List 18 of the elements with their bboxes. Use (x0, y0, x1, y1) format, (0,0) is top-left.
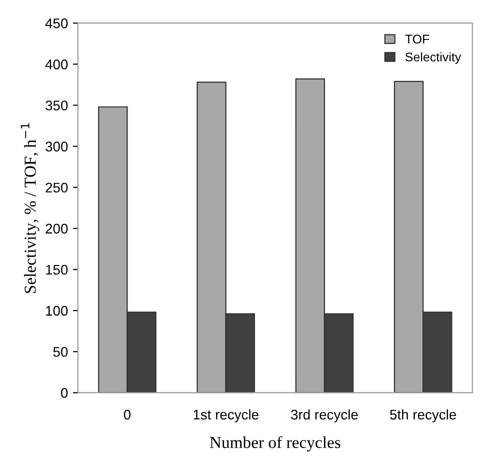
x-tick-label: 1st recycle (194, 409, 258, 422)
y-tick-label: 100 (46, 306, 68, 316)
y-tick-label: 450 (45, 18, 68, 28)
y-tick-label: 200 (46, 224, 68, 234)
x-tick-label: 5th recycle (390, 409, 456, 422)
y-tick-label: 50 (53, 346, 68, 357)
x-tick-label: 3rd recycle (291, 409, 358, 422)
legend-label: TOF (405, 34, 430, 44)
y-tick-label: 0 (61, 388, 68, 398)
y-tick-label: 350 (46, 100, 68, 110)
y-axis-title: Selectivity, % / TOF, h$^{−1}$ (20, 123, 40, 294)
y-tick-label: 400 (45, 60, 68, 70)
y-tick-label: 300 (46, 142, 68, 152)
x-axis-title: Number of recycles (210, 436, 340, 452)
y-tick-label: 250 (46, 182, 68, 193)
legend-label: Selectivity (405, 52, 462, 64)
x-tick-label: 0 (124, 410, 131, 420)
y-tick-label: 150 (46, 264, 68, 275)
